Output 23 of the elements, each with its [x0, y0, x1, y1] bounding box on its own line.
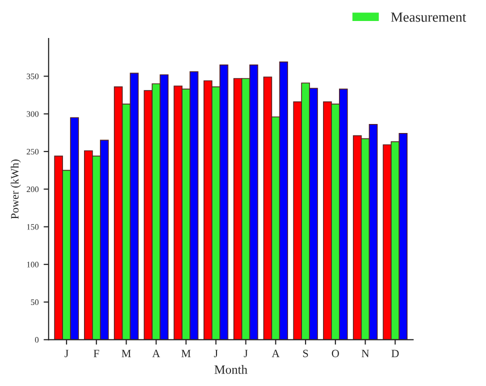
x-tick-label: A: [152, 350, 160, 358]
y-tick-label: 350: [26, 74, 39, 80]
x-tick-label: M: [122, 350, 131, 358]
y-tick-label: 100: [27, 262, 39, 268]
x-tick-label: O: [332, 350, 339, 358]
y-tick-label: 250: [26, 148, 39, 154]
y-axis-title: Power (kWh): [10, 160, 21, 219]
x-tick-label: J: [244, 350, 248, 358]
y-tick-label: 200: [26, 186, 39, 192]
y-tick-label: 0: [35, 337, 39, 343]
x-axis-title: Month: [214, 365, 248, 374]
legend-label: Measurement: [391, 12, 466, 22]
x-tick-label: J: [214, 350, 218, 358]
x-tick-label: M: [181, 350, 191, 358]
y-tick-label: 300: [26, 111, 39, 117]
x-tick-label: F: [94, 350, 100, 358]
y-tick-label: 50: [31, 299, 39, 306]
x-tick-label: N: [362, 350, 370, 358]
x-tick-label: J: [64, 350, 68, 358]
x-tick-label: A: [272, 350, 280, 358]
x-tick-label: D: [391, 350, 399, 358]
y-tick-label: 150: [27, 224, 39, 230]
x-tick-label: S: [303, 350, 308, 358]
